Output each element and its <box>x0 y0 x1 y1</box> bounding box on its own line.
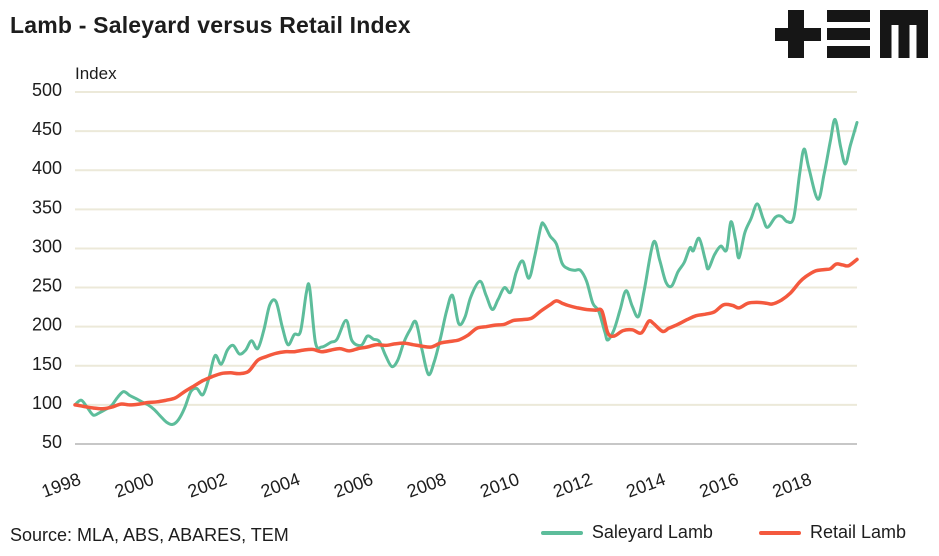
page-title: Lamb - Saleyard versus Retail Index <box>10 12 411 38</box>
legend-item-saleyard: Saleyard Lamb <box>540 522 713 543</box>
legend: Saleyard Lamb Retail Lamb <box>540 522 906 543</box>
x-tick-label: 2002 <box>185 469 229 501</box>
y-tick-label: 200 <box>32 315 62 335</box>
legend-swatch-retail <box>758 530 801 535</box>
x-tick-label: 2008 <box>404 469 448 501</box>
y-tick-label: 500 <box>32 80 62 100</box>
source-note: Source: MLA, ABS, ABARES, TEM <box>10 525 289 545</box>
x-tick-label: 1998 <box>39 469 83 501</box>
legend-label-retail: Retail Lamb <box>809 522 906 542</box>
x-tick-label: 2016 <box>697 469 741 501</box>
x-tick-label: 2010 <box>477 469 521 501</box>
x-tick-label: 2014 <box>624 469 668 501</box>
y-tick-label: 100 <box>32 393 62 413</box>
tem-logo-glyphs <box>775 10 928 58</box>
y-tick-label: 150 <box>32 354 62 374</box>
y-tick-label: 300 <box>32 236 62 256</box>
x-tick-label: 2012 <box>550 469 594 501</box>
x-tick-label: 2000 <box>112 469 156 501</box>
series-line-retail-lamb <box>73 257 859 411</box>
y-axis-title: Index <box>75 64 117 83</box>
legend-item-retail: Retail Lamb <box>758 522 906 543</box>
x-tick-label: 2004 <box>258 469 302 501</box>
tem-logo <box>775 10 928 58</box>
series-line-saleyard-lamb <box>73 117 859 426</box>
y-tick-label: 50 <box>42 432 62 452</box>
x-tick-label: 2018 <box>770 469 814 501</box>
legend-swatch-saleyard <box>540 530 583 535</box>
y-tick-label: 400 <box>32 158 62 178</box>
legend-label-saleyard: Saleyard Lamb <box>591 522 713 542</box>
y-tick-label: 450 <box>32 119 62 139</box>
x-tick-label: 2006 <box>331 469 375 501</box>
y-tick-label: 250 <box>32 276 62 296</box>
y-tick-label: 350 <box>32 197 62 217</box>
